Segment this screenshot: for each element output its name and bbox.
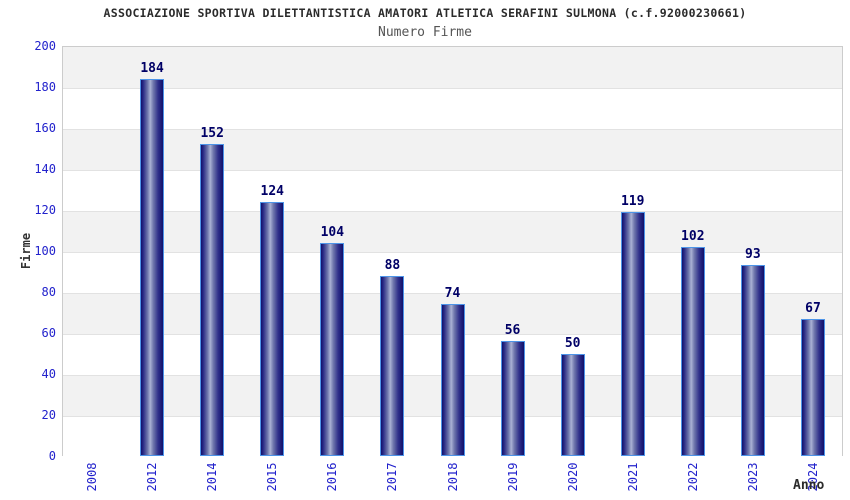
plot-band bbox=[63, 170, 842, 211]
gridline bbox=[63, 129, 842, 130]
y-tick-label: 140 bbox=[34, 162, 56, 176]
bar-value-label: 93 bbox=[745, 247, 761, 263]
y-tick-label: 200 bbox=[34, 39, 56, 53]
y-tick-label: 0 bbox=[48, 449, 56, 463]
x-tick-label: 2008 bbox=[85, 462, 100, 492]
y-tick-label: 160 bbox=[34, 121, 56, 135]
gridline bbox=[63, 88, 842, 89]
plot-band bbox=[63, 252, 842, 293]
bar-2017 bbox=[380, 275, 405, 456]
plot-band bbox=[63, 88, 842, 129]
bar-2016 bbox=[320, 242, 345, 456]
chart-title: ASSOCIAZIONE SPORTIVA DILETTANTISTICA AM… bbox=[103, 6, 747, 20]
bar-2023 bbox=[740, 265, 765, 456]
bar-2018 bbox=[440, 304, 465, 456]
bar-value-label: 88 bbox=[384, 257, 401, 273]
bar-2020 bbox=[560, 353, 585, 456]
bar-2014 bbox=[200, 144, 225, 456]
plot-band bbox=[63, 129, 842, 170]
bar-value-label: 152 bbox=[200, 126, 224, 142]
bar-value-label: 50 bbox=[564, 335, 581, 351]
plot-band bbox=[63, 47, 842, 88]
y-tick-label: 120 bbox=[34, 203, 56, 217]
gridline bbox=[63, 211, 842, 212]
y-tick-label: 180 bbox=[34, 80, 56, 94]
y-axis-title: Firme bbox=[19, 232, 33, 270]
bar-2022 bbox=[680, 246, 705, 456]
bar-2012 bbox=[140, 78, 165, 456]
y-tick-label: 20 bbox=[41, 408, 56, 422]
x-axis-title: Anno bbox=[793, 478, 825, 493]
y-tick-label: 60 bbox=[41, 326, 56, 340]
bar-value-label: 74 bbox=[444, 286, 461, 302]
bar-value-label: 56 bbox=[504, 323, 521, 339]
plot-band bbox=[63, 211, 842, 252]
gridline bbox=[63, 293, 842, 294]
bar-value-label: 67 bbox=[805, 300, 821, 316]
bar-2024 bbox=[800, 318, 825, 456]
bar-value-label: 184 bbox=[140, 60, 164, 76]
y-tick-label: 40 bbox=[41, 367, 56, 381]
bar-2015 bbox=[260, 201, 285, 456]
plot-area bbox=[62, 46, 843, 457]
bar-2019 bbox=[500, 341, 525, 456]
bar-value-label: 104 bbox=[320, 224, 345, 240]
chart-subtitle: Numero Firme bbox=[378, 25, 472, 40]
gridline bbox=[63, 252, 842, 253]
bar-value-label: 119 bbox=[620, 194, 645, 210]
y-tick-label: 100 bbox=[34, 244, 56, 258]
bar-2021 bbox=[620, 212, 645, 456]
gridline bbox=[63, 170, 842, 171]
bar-value-label: 102 bbox=[681, 228, 705, 244]
bar-value-label: 124 bbox=[260, 183, 284, 199]
y-tick-label: 80 bbox=[41, 285, 56, 299]
